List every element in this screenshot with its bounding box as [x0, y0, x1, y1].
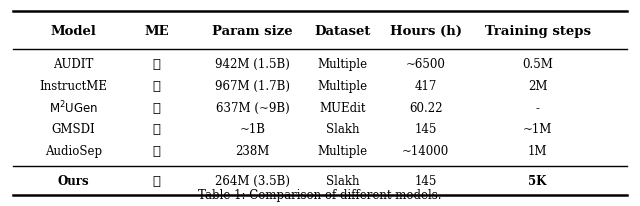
Text: AudioSep: AudioSep	[45, 145, 102, 158]
Text: 967M (1.7B): 967M (1.7B)	[215, 80, 291, 93]
Text: ~1B: ~1B	[240, 123, 266, 136]
Text: Hours (h): Hours (h)	[390, 25, 461, 39]
Text: 1M: 1M	[528, 145, 547, 158]
Text: 0.5M: 0.5M	[522, 58, 553, 71]
Text: Ours: Ours	[58, 175, 90, 188]
Text: 637M (~9B): 637M (~9B)	[216, 102, 290, 115]
Text: Multiple: Multiple	[317, 145, 367, 158]
Text: ~1M: ~1M	[523, 123, 552, 136]
Text: ME: ME	[145, 25, 169, 39]
Text: GMSDI: GMSDI	[52, 123, 95, 136]
Text: $\mathrm{M}^2\mathrm{UGen}$: $\mathrm{M}^2\mathrm{UGen}$	[49, 100, 98, 116]
Text: Table 1: Comparison of different models.: Table 1: Comparison of different models.	[198, 189, 442, 202]
Text: 264M (3.5B): 264M (3.5B)	[215, 175, 291, 188]
Text: Training steps: Training steps	[484, 25, 591, 39]
Text: Multiple: Multiple	[317, 80, 367, 93]
Text: ✗: ✗	[153, 145, 161, 158]
Text: 238M: 238M	[236, 145, 270, 158]
Text: ✓: ✓	[153, 58, 161, 71]
Text: MUEdit: MUEdit	[319, 102, 365, 115]
Text: AUDIT: AUDIT	[53, 58, 94, 71]
Text: InstructME: InstructME	[40, 80, 108, 93]
Text: 2M: 2M	[528, 80, 547, 93]
Text: 145: 145	[415, 175, 436, 188]
Text: 942M (1.5B): 942M (1.5B)	[216, 58, 290, 71]
Text: 145: 145	[415, 123, 436, 136]
Text: 417: 417	[415, 80, 436, 93]
Text: ~6500: ~6500	[406, 58, 445, 71]
Text: Slakh: Slakh	[326, 123, 359, 136]
Text: 5K: 5K	[529, 175, 547, 188]
Text: Dataset: Dataset	[314, 25, 371, 39]
Text: -: -	[536, 102, 540, 115]
Text: ✓: ✓	[153, 102, 161, 115]
Text: ~14000: ~14000	[402, 145, 449, 158]
Text: ✗: ✗	[153, 123, 161, 136]
Text: Param size: Param size	[212, 25, 293, 39]
Text: ✓: ✓	[153, 175, 161, 188]
Text: Multiple: Multiple	[317, 58, 367, 71]
Text: ✓: ✓	[153, 80, 161, 93]
Text: 60.22: 60.22	[409, 102, 442, 115]
Text: Model: Model	[51, 25, 97, 39]
Text: Slakh: Slakh	[326, 175, 359, 188]
